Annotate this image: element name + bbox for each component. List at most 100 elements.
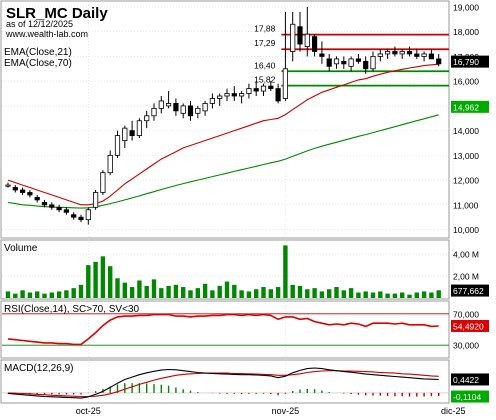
rsi-tick-label: 30,000	[453, 341, 479, 351]
rsi-panel-frame	[0, 300, 450, 359]
volume-bar	[49, 292, 54, 298]
last-macd-tag-bg	[451, 373, 489, 386]
candle-body	[399, 51, 405, 55]
candle-body	[326, 58, 332, 67]
rsi-panel	[2, 313, 449, 346]
candle-body	[144, 115, 150, 122]
candle-body	[436, 58, 442, 65]
candle-body	[71, 214, 77, 218]
volume-bar	[42, 293, 47, 298]
candle-body	[428, 53, 435, 60]
ema21-legend: EMA(Close,21)	[4, 47, 72, 58]
candle-body	[304, 33, 310, 47]
candle-body	[27, 192, 33, 196]
asof-date: as of 12/12/2025	[6, 19, 73, 29]
volume-bar	[27, 292, 33, 298]
price-tick-label: 19,000	[453, 2, 479, 12]
volume-bar	[151, 279, 157, 298]
candle-body	[19, 189, 26, 193]
volume-bar	[144, 285, 149, 298]
rsi-line	[7, 313, 439, 346]
price-tick-label: 10,000	[453, 225, 479, 235]
volume-bar	[312, 288, 317, 298]
candle-body	[49, 204, 55, 208]
last-ema70-tag: 14,962	[453, 102, 479, 112]
candle-body	[63, 209, 69, 213]
volume-bar	[414, 292, 419, 298]
last-volume-tag: 677,662	[453, 286, 484, 296]
candle-body	[297, 26, 303, 45]
volume-bar	[86, 265, 91, 298]
price-tick-label: 13,000	[453, 151, 479, 161]
volume-bar	[246, 291, 252, 298]
volume-bar	[129, 287, 135, 298]
volume-bar	[115, 278, 120, 298]
candle-body	[384, 51, 391, 55]
volume-bar	[348, 288, 354, 298]
last-ema70-tag-bg	[451, 100, 489, 113]
candle-body	[319, 53, 325, 57]
volume-bar	[188, 290, 193, 298]
chart-title: SLR_MC Daily	[6, 5, 108, 22]
price-panel-frame	[0, 0, 450, 239]
volume-bar	[297, 285, 303, 298]
volume-bar	[429, 292, 434, 298]
volume-bar	[173, 284, 179, 298]
macd-title: MACD(12,26,9)	[4, 363, 73, 374]
ema70-legend: EMA(Close,70)	[4, 58, 72, 69]
volume-bar	[224, 281, 230, 298]
candle-body	[34, 197, 40, 201]
candle-body	[253, 88, 259, 92]
volume-panel	[5, 245, 441, 298]
candle-body	[355, 58, 362, 62]
level-label: 17,88	[254, 24, 276, 34]
candle-body	[406, 51, 413, 55]
candle-body	[246, 88, 252, 94]
volume-bar	[93, 261, 98, 298]
volume-bar	[341, 290, 346, 298]
candle-body	[129, 130, 135, 136]
price-tick-label: 16,000	[453, 77, 479, 87]
volume-bar	[20, 290, 25, 298]
volume-bar	[319, 291, 325, 298]
candle-body	[377, 53, 383, 57]
volume-bar	[363, 291, 368, 298]
last-macd-tag: 0,4422	[453, 375, 479, 385]
volume-bar	[78, 284, 84, 298]
volume-bar	[100, 256, 106, 298]
candle-body	[268, 85, 274, 89]
candle-body	[275, 88, 281, 102]
volume-tick-label: 4,00 M	[453, 250, 479, 260]
volume-bar	[400, 292, 405, 298]
candle-body	[311, 36, 318, 52]
candle-body	[114, 135, 121, 156]
volume-bar	[290, 284, 295, 298]
last-rsi-tag-bg	[451, 319, 489, 332]
volume-bar	[64, 290, 69, 298]
rsi-tick-label: 70,000	[453, 309, 479, 319]
level-label: 17,29	[254, 38, 276, 48]
volume-bar	[261, 287, 266, 298]
volume-bar	[202, 283, 208, 298]
macd-panel	[7, 367, 440, 399]
candle-body	[414, 53, 420, 57]
last-price-tag: 16,790	[453, 57, 479, 67]
candle-body	[260, 85, 267, 92]
price-tick-label: 14,000	[453, 126, 479, 136]
volume-bar	[254, 289, 259, 298]
level-label: 15,82	[254, 75, 276, 85]
rsi-title: RSI(Close,14), SC>70, SV<30	[4, 304, 140, 315]
candle-body	[363, 60, 369, 70]
level-label: 16,40	[254, 60, 276, 70]
candle-body	[238, 93, 245, 97]
last-macd-hist-tag: -0,1104	[453, 392, 481, 402]
ema70-line	[7, 114, 439, 209]
macd-line	[7, 367, 439, 399]
candle-body	[231, 93, 237, 97]
volume-bar	[108, 266, 113, 298]
volume-bar	[56, 291, 62, 298]
volume-bar	[195, 288, 200, 298]
candle-body	[224, 93, 230, 97]
volume-bar	[232, 284, 237, 298]
site-label: www.wealth-lab.com	[5, 29, 88, 39]
